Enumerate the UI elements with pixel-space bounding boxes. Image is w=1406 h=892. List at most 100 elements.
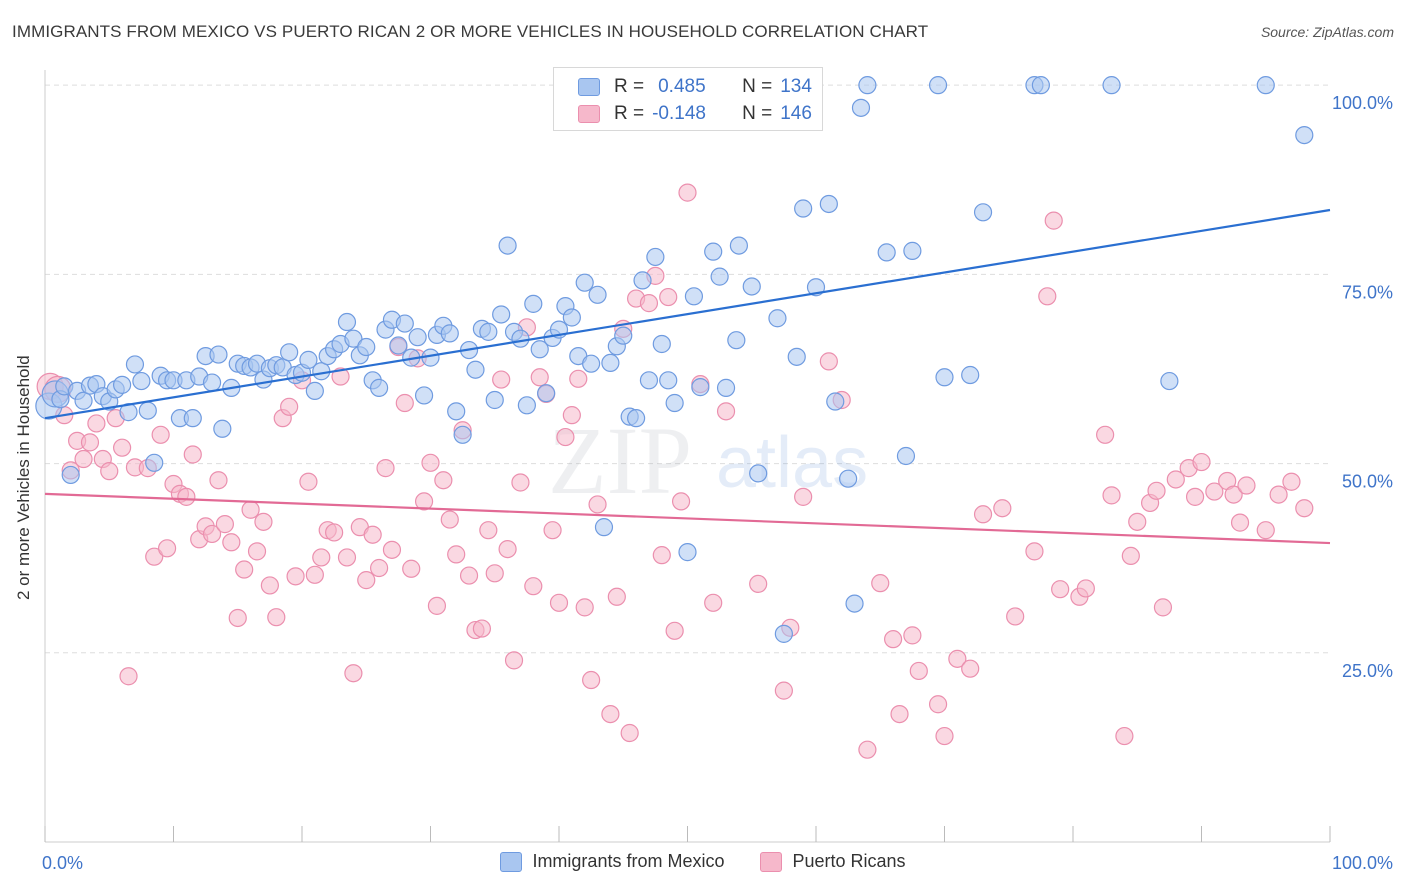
point-mexico [1102, 76, 1121, 95]
point-puerto-ricans [1025, 542, 1044, 561]
point-puerto-ricans [1044, 211, 1063, 230]
legend-label: Immigrants from Mexico [532, 851, 725, 871]
point-puerto-ricans [247, 542, 267, 561]
point-puerto-ricans [1102, 486, 1121, 505]
point-puerto-ricans [659, 287, 678, 307]
point-puerto-ricans [909, 661, 928, 681]
point-puerto-ricans [549, 593, 569, 612]
point-mexico [202, 373, 222, 392]
point-puerto-ricans [402, 559, 421, 578]
point-mexico [826, 392, 845, 411]
point-puerto-ricans [575, 598, 594, 617]
point-mexico [858, 76, 877, 95]
point-mexico [61, 465, 80, 485]
point-puerto-ricans [151, 425, 170, 444]
point-puerto-ricans [80, 433, 100, 452]
point-puerto-ricans [1076, 579, 1095, 598]
point-mexico [742, 277, 761, 296]
point-puerto-ricans [569, 369, 588, 388]
point-puerto-ricans [794, 487, 813, 506]
point-puerto-ricans [414, 492, 434, 511]
point-puerto-ricans [1038, 287, 1057, 306]
point-puerto-ricans [447, 545, 466, 564]
point-puerto-ricans [1185, 487, 1205, 506]
point-puerto-ricans [582, 670, 601, 690]
r-label: R = [614, 103, 645, 124]
point-puerto-ricans [530, 368, 549, 387]
point-puerto-ricans [607, 587, 626, 606]
point-puerto-ricans [588, 495, 607, 514]
point-mexico [485, 390, 504, 410]
point-puerto-ricans [325, 523, 344, 542]
r-label: R = [614, 76, 645, 97]
trend-line-puerto-ricans [44, 492, 1331, 545]
point-mexico [973, 203, 993, 222]
point-puerto-ricans [562, 406, 581, 425]
source-label: Source: ZipAtlas.com [1260, 24, 1394, 40]
point-mexico [562, 308, 581, 327]
legend-swatch-pink [578, 105, 600, 123]
point-mexico [845, 594, 864, 613]
point-puerto-ricans [492, 370, 511, 389]
chart-title: IMMIGRANTS FROM MEXICO VS PUERTO RICAN 2… [12, 22, 929, 41]
point-mexico [691, 378, 710, 397]
point-puerto-ricans [1295, 499, 1314, 518]
point-puerto-ricans [928, 695, 948, 714]
point-puerto-ricans [145, 547, 164, 566]
point-puerto-ricans [1224, 485, 1243, 504]
watermark: ZIP atlas [548, 407, 868, 514]
point-puerto-ricans [749, 574, 768, 594]
point-mexico [839, 469, 858, 488]
point-mexico [928, 76, 948, 95]
point-puerto-ricans [671, 492, 691, 511]
point-puerto-ricans [344, 664, 363, 683]
point-puerto-ricans [434, 471, 453, 490]
point-mexico [132, 371, 151, 391]
point-puerto-ricans [1051, 580, 1070, 599]
y-tick-label: 50.0% [1342, 472, 1393, 492]
trend-lines [44, 208, 1331, 545]
point-puerto-ricans [935, 726, 954, 746]
point-mexico [112, 375, 132, 394]
point-mexico [517, 396, 536, 415]
point-puerto-ricans [1128, 512, 1147, 531]
point-mexico [678, 543, 697, 562]
point-puerto-ricans [1006, 607, 1025, 626]
point-puerto-ricans [498, 539, 517, 559]
point-puerto-ricans [485, 564, 504, 583]
x-tick-label: 100.0% [1332, 853, 1393, 873]
n-value: 146 [780, 103, 812, 124]
axes [44, 70, 1331, 843]
legend-item-puerto-ricans[interactable]: Puerto Ricans [760, 851, 906, 872]
point-mexico [183, 409, 202, 428]
point-mexico [710, 267, 729, 286]
point-puerto-ricans [357, 571, 376, 590]
point-mexico [704, 242, 723, 261]
point-puerto-ricans [363, 525, 382, 544]
point-mexico [594, 518, 614, 537]
point-mexico [447, 402, 466, 421]
point-mexico [961, 365, 980, 385]
point-mexico [414, 386, 434, 405]
point-puerto-ricans [1115, 726, 1134, 746]
point-puerto-ricans [1282, 472, 1301, 491]
point-puerto-ricans [228, 608, 247, 628]
point-puerto-ricans [556, 427, 575, 447]
point-mexico [299, 350, 318, 369]
point-puerto-ricans [222, 533, 241, 552]
point-mexico [305, 381, 324, 401]
point-mexico [312, 362, 331, 381]
point-puerto-ricans [370, 558, 389, 578]
legend-item-mexico[interactable]: Immigrants from Mexico [500, 851, 724, 872]
point-mexico [774, 624, 793, 643]
point-mexico [614, 326, 633, 345]
point-puerto-ricans [183, 445, 202, 464]
point-mexico [806, 278, 826, 297]
point-puerto-ricans [1153, 598, 1173, 617]
n-label: N = [742, 76, 773, 97]
point-mexico [357, 337, 376, 357]
point-puerto-ricans [1147, 481, 1166, 500]
point-puerto-ricans [395, 393, 414, 413]
point-mexico [729, 236, 749, 255]
point-puerto-ricans [382, 540, 402, 559]
